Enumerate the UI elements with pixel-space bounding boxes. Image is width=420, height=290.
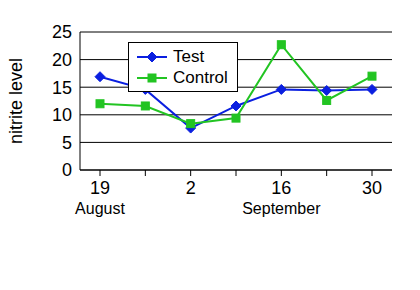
svg-text:25: 25 (52, 22, 72, 42)
svg-text:nitrite level: nitrite level (8, 58, 26, 144)
html-text:Test: Test (173, 46, 205, 66)
html-text:Control: Control (173, 67, 228, 87)
svg-text:0: 0 (62, 160, 72, 180)
svg-text:15: 15 (52, 78, 72, 98)
svg-text:16: 16 (271, 178, 291, 198)
svg-text:2: 2 (186, 178, 196, 198)
svg-text:August: August (75, 200, 125, 217)
svg-text:September: September (242, 200, 321, 217)
svg-text:30: 30 (362, 178, 382, 198)
svg-text:19: 19 (90, 178, 110, 198)
svg-text:10: 10 (52, 105, 72, 125)
svg-text:20: 20 (52, 50, 72, 70)
svg-text:5: 5 (62, 133, 72, 153)
